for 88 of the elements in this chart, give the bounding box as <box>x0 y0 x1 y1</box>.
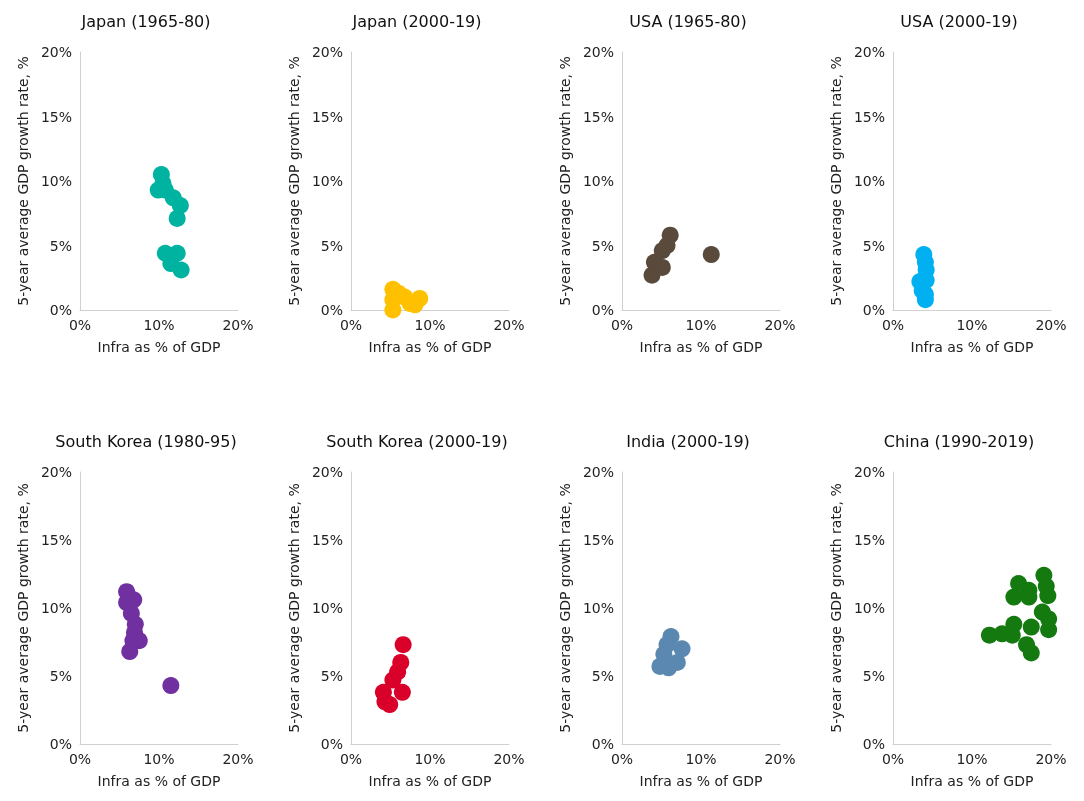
y-tick-label: 5% <box>591 237 614 254</box>
y-tick-label: 5% <box>49 237 72 254</box>
chart-title: USA (1965-80) <box>629 11 747 31</box>
chart-title: Japan (1965-80) <box>80 11 211 31</box>
y-tick-label: 15% <box>40 532 72 548</box>
x-tick-label: 20% <box>222 317 254 333</box>
y-tick-label: 0% <box>320 302 343 318</box>
x-tick-label: 20% <box>764 751 796 767</box>
y-tick-label: 20% <box>311 464 343 480</box>
x-tick-label: 10% <box>685 317 717 333</box>
chart-title: South Korea (1980-95) <box>55 431 237 451</box>
y-tick-label: 20% <box>582 464 614 480</box>
x-tick-label: 0% <box>881 317 905 333</box>
y-tick-label: 20% <box>40 464 72 480</box>
x-tick-label: 0% <box>610 317 634 333</box>
chart-title: China (1990-2019) <box>883 431 1035 451</box>
x-tick-label: 20% <box>1035 317 1067 333</box>
y-tick-label: 15% <box>853 108 885 125</box>
y-tick-label: 10% <box>40 600 72 616</box>
y-tick-label: 0% <box>320 736 343 752</box>
y-tick-label: 0% <box>862 302 885 318</box>
y-axis-title: 5-year average GDP growth rate, % <box>556 56 573 306</box>
y-tick-label: 20% <box>853 44 885 60</box>
x-tick-label: 10% <box>956 317 988 333</box>
x-tick-label: 10% <box>414 751 446 767</box>
y-tick-label: 5% <box>320 668 343 684</box>
y-tick-label: 10% <box>582 173 614 189</box>
y-tick-label: 10% <box>853 173 885 189</box>
x-tick-label: 0% <box>339 317 363 333</box>
y-axis-title: 5-year average GDP growth rate, % <box>285 483 302 733</box>
x-tick-label: 20% <box>1035 751 1067 767</box>
y-tick-label: 10% <box>582 600 614 616</box>
y-tick-label: 20% <box>582 44 614 60</box>
x-tick-label: 10% <box>143 317 175 333</box>
y-axis-title: 5-year average GDP growth rate, % <box>827 483 844 733</box>
y-tick-label: 0% <box>49 302 72 318</box>
chart-title: South Korea (2000-19) <box>326 431 508 451</box>
y-tick-label: 0% <box>862 736 885 752</box>
y-axis-title: 5-year average GDP growth rate, % <box>14 483 31 733</box>
y-tick-label: 15% <box>582 108 614 125</box>
y-tick-label: 5% <box>591 668 614 684</box>
x-tick-label: 10% <box>956 751 988 767</box>
y-axis-title: 5-year average GDP growth rate, % <box>827 56 844 306</box>
x-tick-label: 10% <box>685 751 717 767</box>
x-tick-label: 20% <box>493 751 525 767</box>
x-tick-label: 0% <box>881 751 905 767</box>
x-tick-label: 20% <box>222 751 254 767</box>
y-tick-label: 10% <box>853 600 885 616</box>
x-axis-title: Infra as % of GDP <box>639 773 763 789</box>
x-tick-label: 0% <box>68 751 92 767</box>
y-tick-label: 15% <box>582 532 614 548</box>
y-tick-label: 10% <box>311 173 343 189</box>
x-axis-title: Infra as % of GDP <box>368 773 492 789</box>
y-tick-label: 15% <box>853 532 885 548</box>
y-tick-label: 5% <box>862 668 885 684</box>
y-tick-label: 0% <box>49 736 72 752</box>
y-axis-title: 5-year average GDP growth rate, % <box>14 56 31 306</box>
x-tick-label: 10% <box>143 751 175 767</box>
y-axis-title: 5-year average GDP growth rate, % <box>285 56 302 306</box>
x-tick-label: 0% <box>339 751 363 767</box>
y-tick-label: 0% <box>591 302 614 318</box>
x-axis-title: Infra as % of GDP <box>368 339 492 355</box>
y-tick-label: 20% <box>40 44 72 60</box>
x-tick-label: 0% <box>68 317 92 333</box>
y-tick-label: 20% <box>311 44 343 60</box>
y-tick-label: 15% <box>40 108 72 125</box>
x-axis-title: Infra as % of GDP <box>97 773 221 789</box>
y-tick-label: 5% <box>862 237 885 254</box>
x-tick-label: 20% <box>493 317 525 333</box>
x-axis-title: Infra as % of GDP <box>910 773 1034 789</box>
x-axis-title: Infra as % of GDP <box>639 339 763 355</box>
y-tick-label: 10% <box>40 173 72 189</box>
y-tick-label: 15% <box>311 108 343 125</box>
x-axis-title: Infra as % of GDP <box>910 339 1034 355</box>
chart-title: India (2000-19) <box>626 431 750 451</box>
x-tick-label: 10% <box>414 317 446 333</box>
y-tick-label: 20% <box>853 464 885 480</box>
y-tick-label: 10% <box>311 600 343 616</box>
x-tick-label: 0% <box>610 751 634 767</box>
y-tick-label: 5% <box>49 668 72 684</box>
y-axis-title: 5-year average GDP growth rate, % <box>556 483 573 733</box>
y-tick-label: 15% <box>311 532 343 548</box>
x-tick-label: 20% <box>764 317 796 333</box>
chart-title: USA (2000-19) <box>900 11 1018 31</box>
chart-title: Japan (2000-19) <box>351 11 482 31</box>
x-axis-title: Infra as % of GDP <box>97 339 221 355</box>
y-tick-label: 5% <box>320 237 343 254</box>
y-tick-label: 0% <box>591 736 614 752</box>
